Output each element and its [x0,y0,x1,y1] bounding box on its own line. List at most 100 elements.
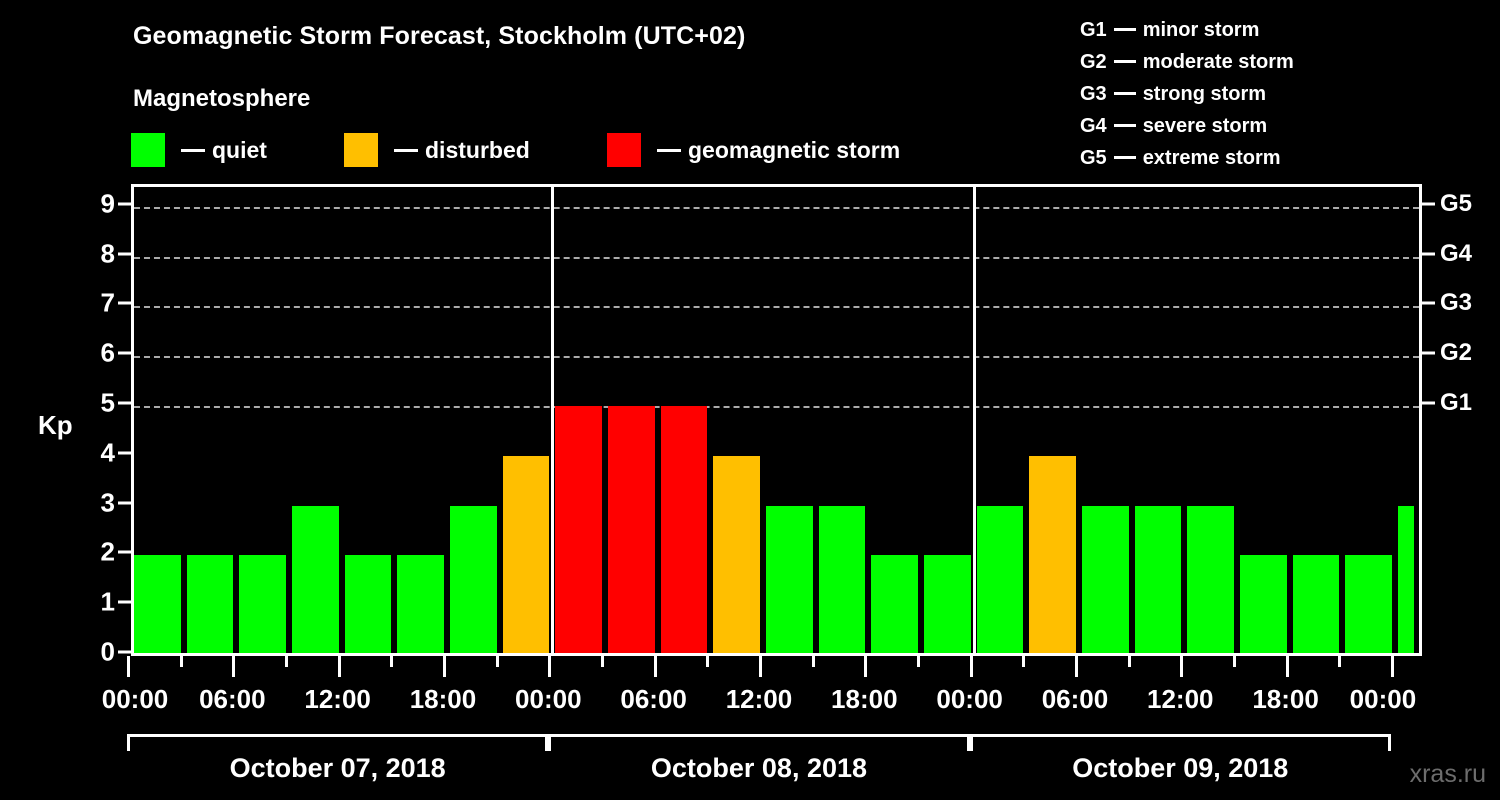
g-legend-code: G5 [1080,147,1107,169]
bar [871,555,918,655]
x-tick-major [758,656,762,677]
g-legend-dash-icon [1113,123,1136,127]
day-bracket [548,734,970,751]
bar [976,505,1024,655]
day-label: October 07, 2018 [229,753,446,783]
x-tick-major [232,656,236,677]
g-legend-dash-icon [1113,155,1136,159]
gridline-kp-8 [134,256,1419,259]
y-axis-label: Kp [38,410,73,440]
x-tick-label: 00:00 [1349,684,1417,714]
gridline-kp-6 [134,356,1419,359]
bar [291,505,339,655]
gridline-kp-5 [134,406,1419,409]
x-tick-major [653,656,657,677]
g-legend-code: G4 [1080,115,1107,137]
y-tick-label-4: 4 [100,437,115,468]
bar [1239,555,1287,655]
bar [1029,455,1076,655]
g-legend-code: G1 [1080,19,1107,41]
g-legend-text: strong storm [1142,83,1267,105]
g-axis-tick-6 [1422,351,1435,355]
x-tick-label: 18:00 [409,684,477,714]
x-tick-major [864,656,868,677]
x-tick-minor [1232,656,1236,667]
g-axis-tick-5 [1422,401,1435,405]
g-axis-label-g3: G3 [1440,289,1473,317]
x-tick-minor [495,656,499,667]
x-tick-label: 12:00 [1147,684,1214,714]
bar [1134,505,1182,655]
day-bracket [127,734,549,751]
y-tick-label-6: 6 [100,337,115,368]
g-legend-row-g4: G4 severe storm [1080,110,1294,142]
legend-swatch-quiet-icon [131,133,165,167]
g-legend-dash-icon [1113,91,1136,95]
g-axis-label-g4: G4 [1440,239,1473,267]
g-scale-legend: G1 minor storm G2 moderate storm G3 strong st… [1080,14,1294,174]
g-legend-dash-icon [1113,27,1136,31]
bar [449,505,497,655]
day-bracket [969,734,1391,751]
x-tick-major [1285,656,1289,677]
x-tick-minor [284,656,288,667]
g-legend-text: moderate storm [1142,51,1294,73]
bar [1345,555,1392,655]
g-legend-row-g5: G5 extreme storm [1080,142,1294,174]
x-axis-tick-labels: 00:00 06:00 12:00 18:00 00:00 06:00 12:00 18:00… [0,684,1500,718]
plot-inner [134,187,1419,655]
x-tick-major [337,656,341,677]
legend-dash-icon [181,148,205,152]
day-label: October 09, 2018 [1072,753,1289,783]
y-tick-label-2: 2 [100,536,115,567]
x-tick-minor [706,656,710,667]
legend-dash-icon [657,148,681,152]
bar [818,505,866,655]
y-tick-5 [118,401,131,405]
x-tick-label: 06:00 [199,684,266,714]
y-tick-label-3: 3 [100,487,115,518]
day-separator [972,187,976,655]
x-tick-major [1074,656,1078,677]
bar [502,455,550,655]
x-tick-label: 06:00 [1041,684,1109,714]
x-tick-minor [1127,656,1131,667]
y-tick-2 [118,550,131,554]
legend-item-disturbed: disturbed [344,133,530,167]
g-axis-tick-labels: G1 G2 G3 G4 G5 [1440,184,1500,655]
bar [134,555,181,655]
bar [765,505,813,655]
bar [1081,505,1129,655]
gridline-kp-7 [134,306,1419,309]
gridline-kp-9 [134,206,1419,209]
x-axis-baseline [131,653,1422,656]
bar [344,555,392,655]
x-tick-label: 00:00 [101,684,169,714]
x-tick-minor [179,656,183,667]
g-axis-tick-7 [1422,301,1435,305]
y-axis-ticks [118,184,131,655]
y-tick-label-9: 9 [100,188,115,219]
bar [555,406,602,655]
bar [713,455,760,655]
g-axis-label-g1: G1 [1440,389,1473,417]
x-tick-major [1390,656,1394,677]
x-tick-label: 18:00 [1252,684,1319,714]
day-separator [551,187,555,655]
g-axis-label-g2: G2 [1440,339,1473,367]
x-tick-label: 06:00 [620,684,687,714]
x-tick-major [548,656,552,677]
legend-swatch-storm-icon [607,133,641,167]
y-tick-label-8: 8 [100,238,115,269]
y-tick-1 [118,600,131,604]
y-axis-tick-labels: 0 1 2 3 4 5 6 7 8 9 [75,184,115,666]
y-tick-0 [118,650,131,654]
x-axis-ticks [127,656,1422,678]
y-tick-6 [118,351,131,355]
g-axis-tick-8 [1422,252,1435,256]
bar [186,555,234,655]
y-tick-label-1: 1 [100,586,115,617]
y-tick-8 [118,252,131,256]
page-title: Geomagnetic Storm Forecast, Stockholm (U… [133,22,746,50]
legend-dash-icon [394,148,418,152]
